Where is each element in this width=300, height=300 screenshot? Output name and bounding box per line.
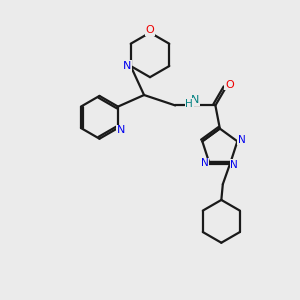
Text: O: O (146, 25, 154, 35)
Text: N: N (230, 160, 238, 170)
Text: O: O (225, 80, 234, 90)
Text: N: N (201, 158, 208, 168)
Text: N: N (191, 95, 200, 105)
Text: N: N (238, 135, 245, 145)
Text: H: H (185, 99, 193, 109)
Text: N: N (117, 125, 125, 135)
Text: N: N (123, 61, 131, 71)
